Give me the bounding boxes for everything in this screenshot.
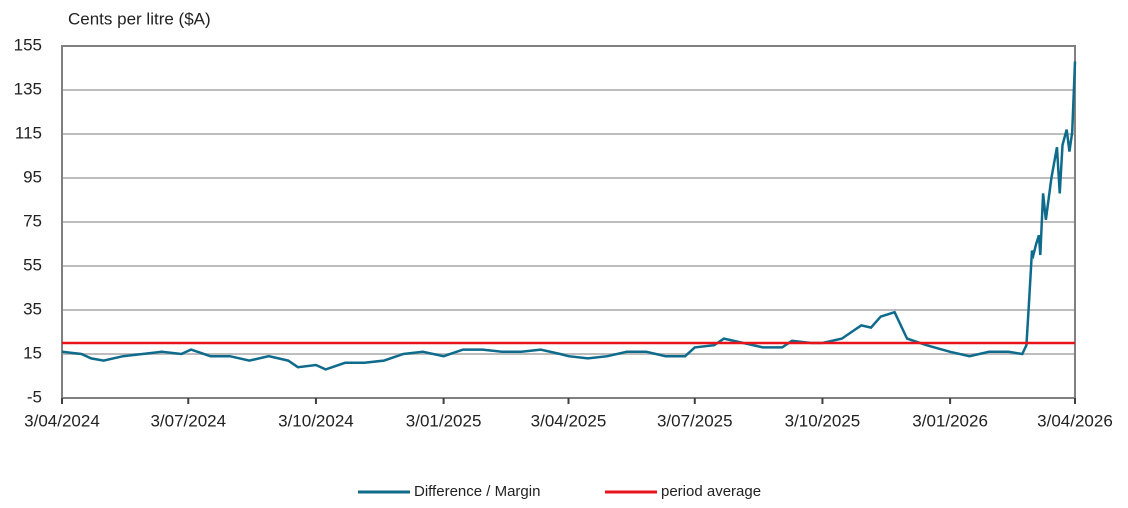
x-tick-label: 3/01/2026: [912, 411, 988, 430]
x-tick-label: 3/07/2024: [150, 411, 226, 430]
y-tick-label: 95: [23, 167, 42, 186]
x-tick-label: 3/10/2025: [785, 411, 861, 430]
y-tick-label: -5: [27, 387, 42, 406]
y-tick-label: 75: [23, 211, 42, 230]
y-tick-label: 35: [23, 299, 42, 318]
x-tick-label: 3/04/2026: [1037, 411, 1113, 430]
legend-label: period average: [661, 483, 761, 500]
y-tick-label: 155: [14, 35, 42, 54]
x-tick-label: 3/04/2025: [531, 411, 607, 430]
x-tick-label: 3/10/2024: [278, 411, 354, 430]
y-tick-label: 55: [23, 255, 42, 274]
x-tick-label: 3/01/2025: [406, 411, 482, 430]
y-tick-label: 135: [14, 79, 42, 98]
y-tick-label: 15: [23, 343, 42, 362]
y-axis-label: Cents per litre ($A): [68, 9, 211, 28]
x-tick-label: 3/04/2024: [24, 411, 100, 430]
y-tick-label: 115: [15, 123, 42, 142]
x-tick-label: 3/07/2025: [657, 411, 733, 430]
legend-label: Difference / Margin: [414, 483, 540, 500]
series-line: [61, 61, 1077, 371]
